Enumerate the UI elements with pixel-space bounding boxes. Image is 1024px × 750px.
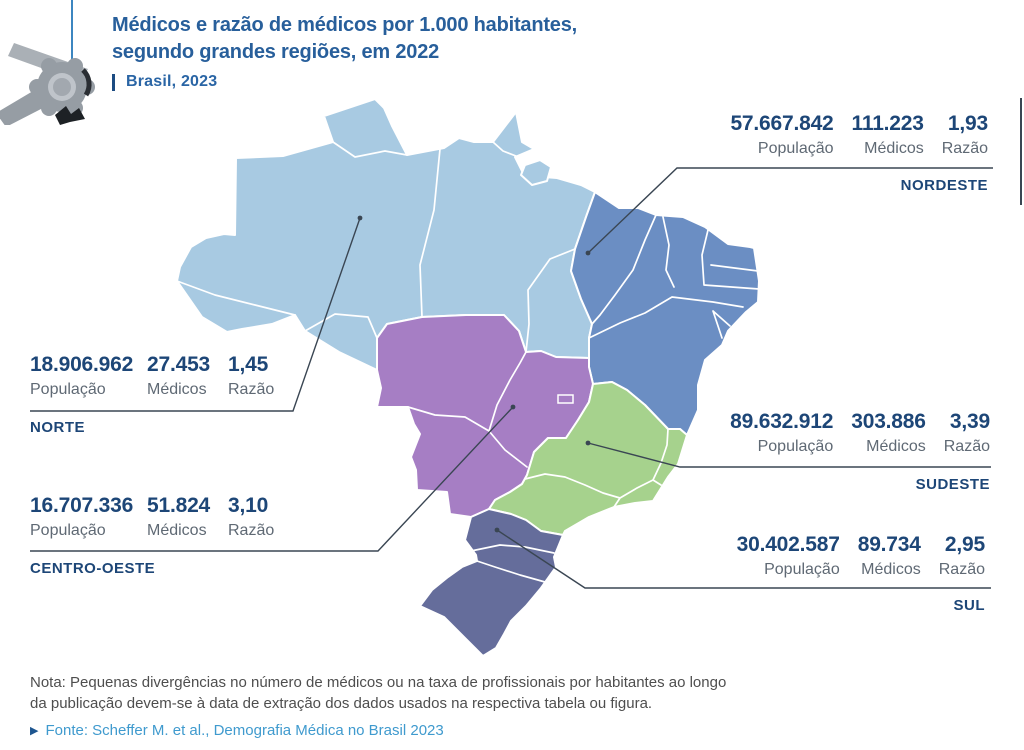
region-name-centro-oeste: CENTRO-OESTE — [30, 560, 156, 577]
stat-ratio: 1,93 Razão — [942, 112, 988, 159]
region-name-sudeste: SUDESTE — [915, 476, 990, 493]
stat-ratio: 1,45 Razão — [228, 353, 274, 400]
population-value: 16.707.336 — [30, 494, 134, 517]
population-label: População — [30, 380, 106, 398]
stat-population: 18.906.962 População — [30, 353, 147, 400]
doctors-label: Médicos — [147, 521, 207, 539]
ratio-label: Razão — [941, 139, 988, 157]
page-title-line2: segundo grandes regiões, em 2022 — [112, 41, 440, 63]
population-value: 57.667.842 — [730, 112, 834, 135]
population-value: 18.906.962 — [30, 353, 134, 376]
doctors-label: Médicos — [861, 560, 921, 578]
source-line: ▶ Fonte: Scheffer M. et al., Demografia … — [30, 722, 444, 739]
doctors-value: 51.824 — [147, 494, 211, 517]
map-island-marajo — [520, 159, 552, 186]
ratio-label: Razão — [938, 560, 985, 578]
callout-line-sudeste — [587, 442, 991, 468]
stat-population: 89.632.912 População — [730, 410, 833, 457]
stat-doctors: 27.453 Médicos — [147, 353, 228, 400]
callout-dot-norte — [357, 215, 363, 221]
callout-dot-nordeste — [585, 250, 591, 256]
population-value: 30.402.587 — [736, 533, 840, 556]
callout-line-centro-oeste — [30, 406, 514, 552]
stat-ratio: 3,10 Razão — [228, 494, 274, 541]
ratio-label: Razão — [228, 380, 275, 398]
stat-ratio: 2,95 Razão — [939, 533, 985, 580]
source-arrow-icon: ▶ — [30, 725, 39, 737]
stat-doctors: 303.886 Médicos — [851, 410, 926, 457]
region-name-sul: SUL — [953, 597, 985, 614]
doctors-value: 303.886 — [851, 410, 926, 433]
brazil-map — [176, 98, 760, 657]
ratio-label: Razão — [228, 521, 275, 539]
ratio-value: 3,10 — [228, 494, 269, 517]
callout-dot-centro-oeste — [510, 404, 516, 410]
stethoscope-graphic — [0, 43, 95, 125]
ratio-value: 2,95 — [944, 533, 985, 556]
subtitle-text: Brasil, 2023 — [126, 73, 218, 90]
doctors-value: 27.453 — [147, 353, 211, 376]
doctors-label: Médicos — [147, 380, 207, 398]
region-name-norte: NORTE — [30, 419, 85, 436]
stats-sul: 30.402.587 População 89.734 Médicos 2,95… — [737, 533, 986, 580]
callout-line-sul — [496, 529, 991, 589]
right-edge-rule — [1020, 98, 1022, 205]
callout-dot-sul — [494, 527, 500, 533]
population-value: 89.632.912 — [730, 410, 834, 433]
population-label: População — [757, 437, 834, 455]
title-connector-line — [71, 0, 73, 62]
footnote: Nota: Pequenas divergências no número de… — [30, 674, 727, 713]
stat-population: 30.402.587 População — [737, 533, 840, 580]
ratio-value: 1,45 — [228, 353, 269, 376]
population-label: População — [30, 521, 106, 539]
stats-centro-oeste: 16.707.336 População 51.824 Médicos 3,10… — [30, 494, 274, 541]
doctors-label: Médicos — [864, 139, 924, 157]
state-border-df — [557, 394, 574, 404]
page-title-line1: Médicos e razão de médicos por 1.000 hab… — [112, 14, 578, 36]
region-name-nordeste: NORDESTE — [900, 177, 988, 194]
stats-norte: 18.906.962 População 27.453 Médicos 1,45… — [30, 353, 274, 400]
population-label: População — [764, 560, 840, 578]
callout-line-nordeste — [587, 167, 993, 254]
map-region-sul — [419, 508, 564, 657]
ratio-label: Razão — [943, 437, 990, 455]
map-region-nordeste — [570, 191, 760, 436]
stats-sudeste: 89.632.912 População 303.886 Médicos 3,3… — [730, 410, 990, 457]
subtitle-bar — [112, 73, 115, 91]
stat-population: 16.707.336 População — [30, 494, 147, 541]
doctors-value: 111.223 — [851, 112, 924, 135]
population-label: População — [757, 139, 834, 157]
header: Médicos e razão de médicos por 1.000 hab… — [112, 12, 577, 91]
state-borders — [176, 141, 760, 583]
stat-ratio: 3,39 Razão — [944, 410, 990, 457]
doctors-label: Médicos — [866, 437, 926, 455]
callout-line-norte — [30, 217, 361, 412]
stats-nordeste: 57.667.842 População 111.223 Médicos 1,9… — [730, 112, 988, 159]
ratio-value: 1,93 — [947, 112, 988, 135]
subtitle: Brasil, 2023 — [112, 73, 577, 91]
doctors-value: 89.734 — [857, 533, 921, 556]
source-text: Fonte: Scheffer M. et al., Demografia Mé… — [45, 722, 444, 739]
ratio-value: 3,39 — [949, 410, 990, 433]
stat-doctors: 51.824 Médicos — [147, 494, 228, 541]
map-region-sudeste — [488, 381, 688, 536]
stat-doctors: 111.223 Médicos — [852, 112, 924, 159]
stat-population: 57.667.842 População — [730, 112, 833, 159]
callout-dot-sudeste — [585, 440, 591, 446]
stat-doctors: 89.734 Médicos — [858, 533, 921, 580]
